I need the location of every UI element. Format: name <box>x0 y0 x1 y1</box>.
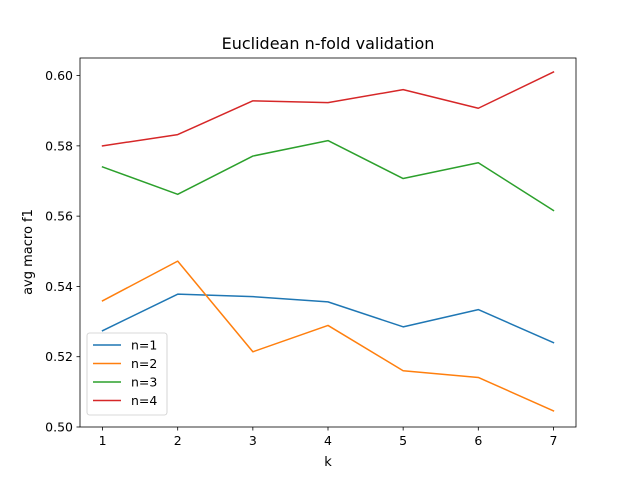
legend-box <box>86 332 168 416</box>
x-tick-label: 4 <box>324 433 332 448</box>
x-tick-label: 1 <box>99 433 107 448</box>
x-tick-label: 5 <box>399 433 407 448</box>
legend-label: n=2 <box>131 356 157 371</box>
y-tick-label: 0.56 <box>45 209 73 224</box>
legend-label: n=3 <box>131 375 157 390</box>
x-axis-label: k <box>324 455 332 470</box>
y-tick-label: 0.54 <box>45 279 73 294</box>
y-tick-label: 0.50 <box>45 420 73 435</box>
x-tick-label: 6 <box>474 433 482 448</box>
legend-label: n=4 <box>131 393 157 408</box>
y-tick-label: 0.52 <box>45 349 73 364</box>
y-tick-label: 0.60 <box>45 68 73 83</box>
y-axis-label: avg macro f1 <box>21 209 36 295</box>
legend: n=1 n=2 n=3 n=4 <box>86 332 168 416</box>
y-tick-label: 0.58 <box>45 138 73 153</box>
series-line-3 <box>101 139 555 212</box>
series-line-2 <box>101 260 555 412</box>
x-tick-label: 2 <box>174 433 182 448</box>
x-tick-label: 7 <box>549 433 557 448</box>
series-line-1 <box>101 293 555 344</box>
axes-ticks: 1 2 3 4 5 6 7 0.50 0.52 0.54 0.56 0.58 0.60 <box>45 68 557 448</box>
series-line-4 <box>101 71 555 147</box>
chart-title: Euclidean n-fold validation <box>222 34 435 53</box>
x-tick-label: 3 <box>249 433 257 448</box>
legend-label: n=1 <box>131 338 157 353</box>
